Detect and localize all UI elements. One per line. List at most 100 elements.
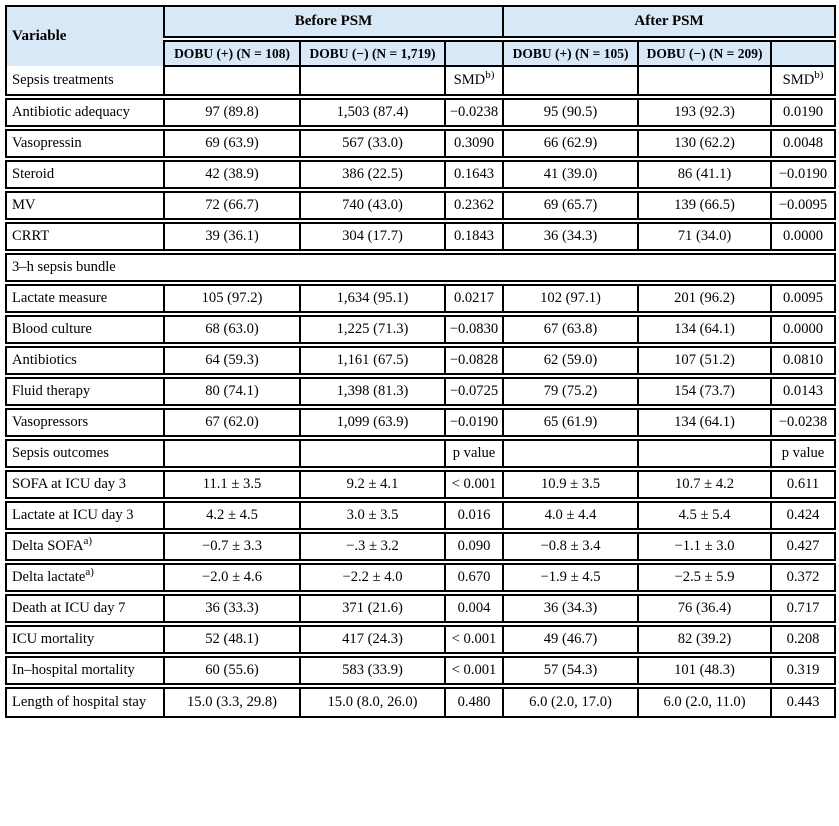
variable-column-header: Variable: [5, 6, 165, 66]
table-row: Sepsis treatments SMDb) SMDb): [5, 66, 837, 97]
header-band-row: Variable Before PSM After PSM: [5, 6, 837, 66]
superscript-note: a): [83, 535, 93, 548]
empty-cell: [502, 438, 640, 469]
value-cell: 67 (62.0): [163, 407, 301, 438]
value-cell: 1,398 (81.3): [299, 376, 446, 407]
row-label: Sepsis outcomes: [5, 438, 165, 469]
value-cell: 0.1643: [443, 159, 505, 190]
row-label: Death at ICU day 7: [5, 593, 165, 624]
value-cell: 95 (90.5): [502, 97, 640, 128]
value-cell: 201 (96.2): [637, 283, 773, 314]
value-cell: 0.3090: [443, 128, 505, 159]
row-label: ICU mortality: [5, 624, 165, 655]
stat-column-label: SMDb): [443, 66, 505, 97]
value-cell: 0.016: [443, 500, 505, 531]
value-cell: 10.7 ± 4.2: [637, 469, 773, 500]
value-cell: −.3 ± 3.2: [299, 531, 446, 562]
value-cell: −0.0095: [770, 190, 837, 221]
value-cell: 105 (97.2): [163, 283, 301, 314]
value-cell: 583 (33.9): [299, 655, 446, 686]
value-cell: 66 (62.9): [502, 128, 640, 159]
value-cell: < 0.001: [443, 624, 505, 655]
table-row: In–hospital mortality 60 (55.6) 583 (33.9)…: [5, 655, 837, 686]
row-label: Steroid: [5, 159, 165, 190]
value-cell: 67 (63.8): [502, 314, 640, 345]
value-cell: −2.0 ± 4.6: [163, 562, 301, 593]
table-row: Steroid 42 (38.9) 386 (22.5) 0.1643 41 (39.0…: [5, 159, 837, 190]
value-cell: 0.480: [443, 686, 505, 717]
value-cell: 69 (63.9): [163, 128, 301, 159]
header-subcolumn-row: DOBU (+) (N = 108) DOBU (−) (N = 1,719) …: [6, 39, 837, 67]
value-cell: 82 (39.2): [637, 624, 773, 655]
value-cell: 76 (36.4): [637, 593, 773, 624]
table-row: Sepsis outcomes p value p value: [5, 438, 837, 469]
value-cell: 1,225 (71.3): [299, 314, 446, 345]
value-cell: 86 (41.1): [637, 159, 773, 190]
table-row: Delta SOFAa) −0.7 ± 3.3 −.3 ± 3.2 0.090 −0.8…: [5, 531, 837, 562]
table-row: Lactate at ICU day 3 4.2 ± 4.5 3.0 ± 3.5 0.…: [5, 500, 837, 531]
row-label: Antibiotic adequacy: [5, 97, 165, 128]
row-label: Lactate at ICU day 3: [5, 500, 165, 531]
table-body: Sepsis treatments SMDb) SMDb) Antibiotic ad…: [5, 66, 837, 717]
value-cell: 65 (61.9): [502, 407, 640, 438]
empty-cell: [163, 66, 301, 97]
value-cell: 0.0000: [770, 221, 837, 252]
row-label: MV: [5, 190, 165, 221]
value-cell: 0.2362: [443, 190, 505, 221]
value-cell: −1.1 ± 3.0: [637, 531, 773, 562]
value-cell: 15.0 (8.0, 26.0): [299, 686, 446, 717]
value-cell: 417 (24.3): [299, 624, 446, 655]
row-label: Blood culture: [5, 314, 165, 345]
table-row: Vasopressors 67 (62.0) 1,099 (63.9) −0.0190…: [5, 407, 837, 438]
value-cell: 60 (55.6): [163, 655, 301, 686]
value-cell: 0.004: [443, 593, 505, 624]
value-cell: 71 (34.0): [637, 221, 773, 252]
value-cell: 1,634 (95.1): [299, 283, 446, 314]
value-cell: 0.717: [770, 593, 837, 624]
superscript-note: b): [814, 69, 824, 82]
value-cell: 3.0 ± 3.5: [299, 500, 446, 531]
value-cell: 4.0 ± 4.4: [502, 500, 640, 531]
value-cell: 0.372: [770, 562, 837, 593]
row-label: Sepsis treatments: [5, 66, 165, 97]
value-cell: 57 (54.3): [502, 655, 640, 686]
psm-comparison-table: Variable Before PSM After PSM DOBU (+) (…: [5, 5, 837, 718]
row-label: Antibiotics: [5, 345, 165, 376]
value-cell: 0.0000: [770, 314, 837, 345]
table-row: SOFA at ICU day 3 11.1 ± 3.5 9.2 ± 4.1 < 0.…: [5, 469, 837, 500]
after-smd-header: [770, 39, 837, 67]
table-row: Blood culture 68 (63.0) 1,225 (71.3) −0.083…: [5, 314, 837, 345]
before-smd-header: [443, 39, 505, 67]
value-cell: 52 (48.1): [163, 624, 301, 655]
value-cell: 0.0190: [770, 97, 837, 128]
value-cell: 9.2 ± 4.1: [299, 469, 446, 500]
value-cell: 567 (33.0): [299, 128, 446, 159]
before-psm-header: Before PSM: [162, 6, 505, 42]
value-cell: 0.670: [443, 562, 505, 593]
row-label: Delta lactatea): [5, 562, 165, 593]
value-cell: −0.7 ± 3.3: [163, 531, 301, 562]
table-row: Delta lactatea) −2.0 ± 4.6 −2.2 ± 4.0 0.670…: [5, 562, 837, 593]
table-row: Antibiotic adequacy 97 (89.8) 1,503 (87.4)…: [5, 97, 837, 128]
value-cell: 134 (64.1): [637, 407, 773, 438]
value-cell: −1.9 ± 4.5: [502, 562, 640, 593]
row-label: Length of hospital stay: [5, 686, 165, 717]
after-dobu-pos-header: DOBU (+) (N = 105): [502, 39, 640, 67]
value-cell: 0.427: [770, 531, 837, 562]
value-cell: 36 (33.3): [163, 593, 301, 624]
value-cell: 6.0 (2.0, 17.0): [502, 686, 640, 717]
value-cell: 39 (36.1): [163, 221, 301, 252]
value-cell: 386 (22.5): [299, 159, 446, 190]
empty-cell: [299, 66, 446, 97]
row-label: Vasopressin: [5, 128, 165, 159]
value-cell: 10.9 ± 3.5: [502, 469, 640, 500]
table-row: ICU mortality 52 (48.1) 417 (24.3) < 0.001 4…: [5, 624, 837, 655]
value-cell: 4.2 ± 4.5: [163, 500, 301, 531]
value-cell: −0.0828: [443, 345, 505, 376]
value-cell: 101 (48.3): [637, 655, 773, 686]
value-cell: 72 (66.7): [163, 190, 301, 221]
value-cell: −0.0725: [443, 376, 505, 407]
value-cell: 154 (73.7): [637, 376, 773, 407]
value-cell: 1,161 (67.5): [299, 345, 446, 376]
value-cell: 15.0 (3.3, 29.8): [163, 686, 301, 717]
